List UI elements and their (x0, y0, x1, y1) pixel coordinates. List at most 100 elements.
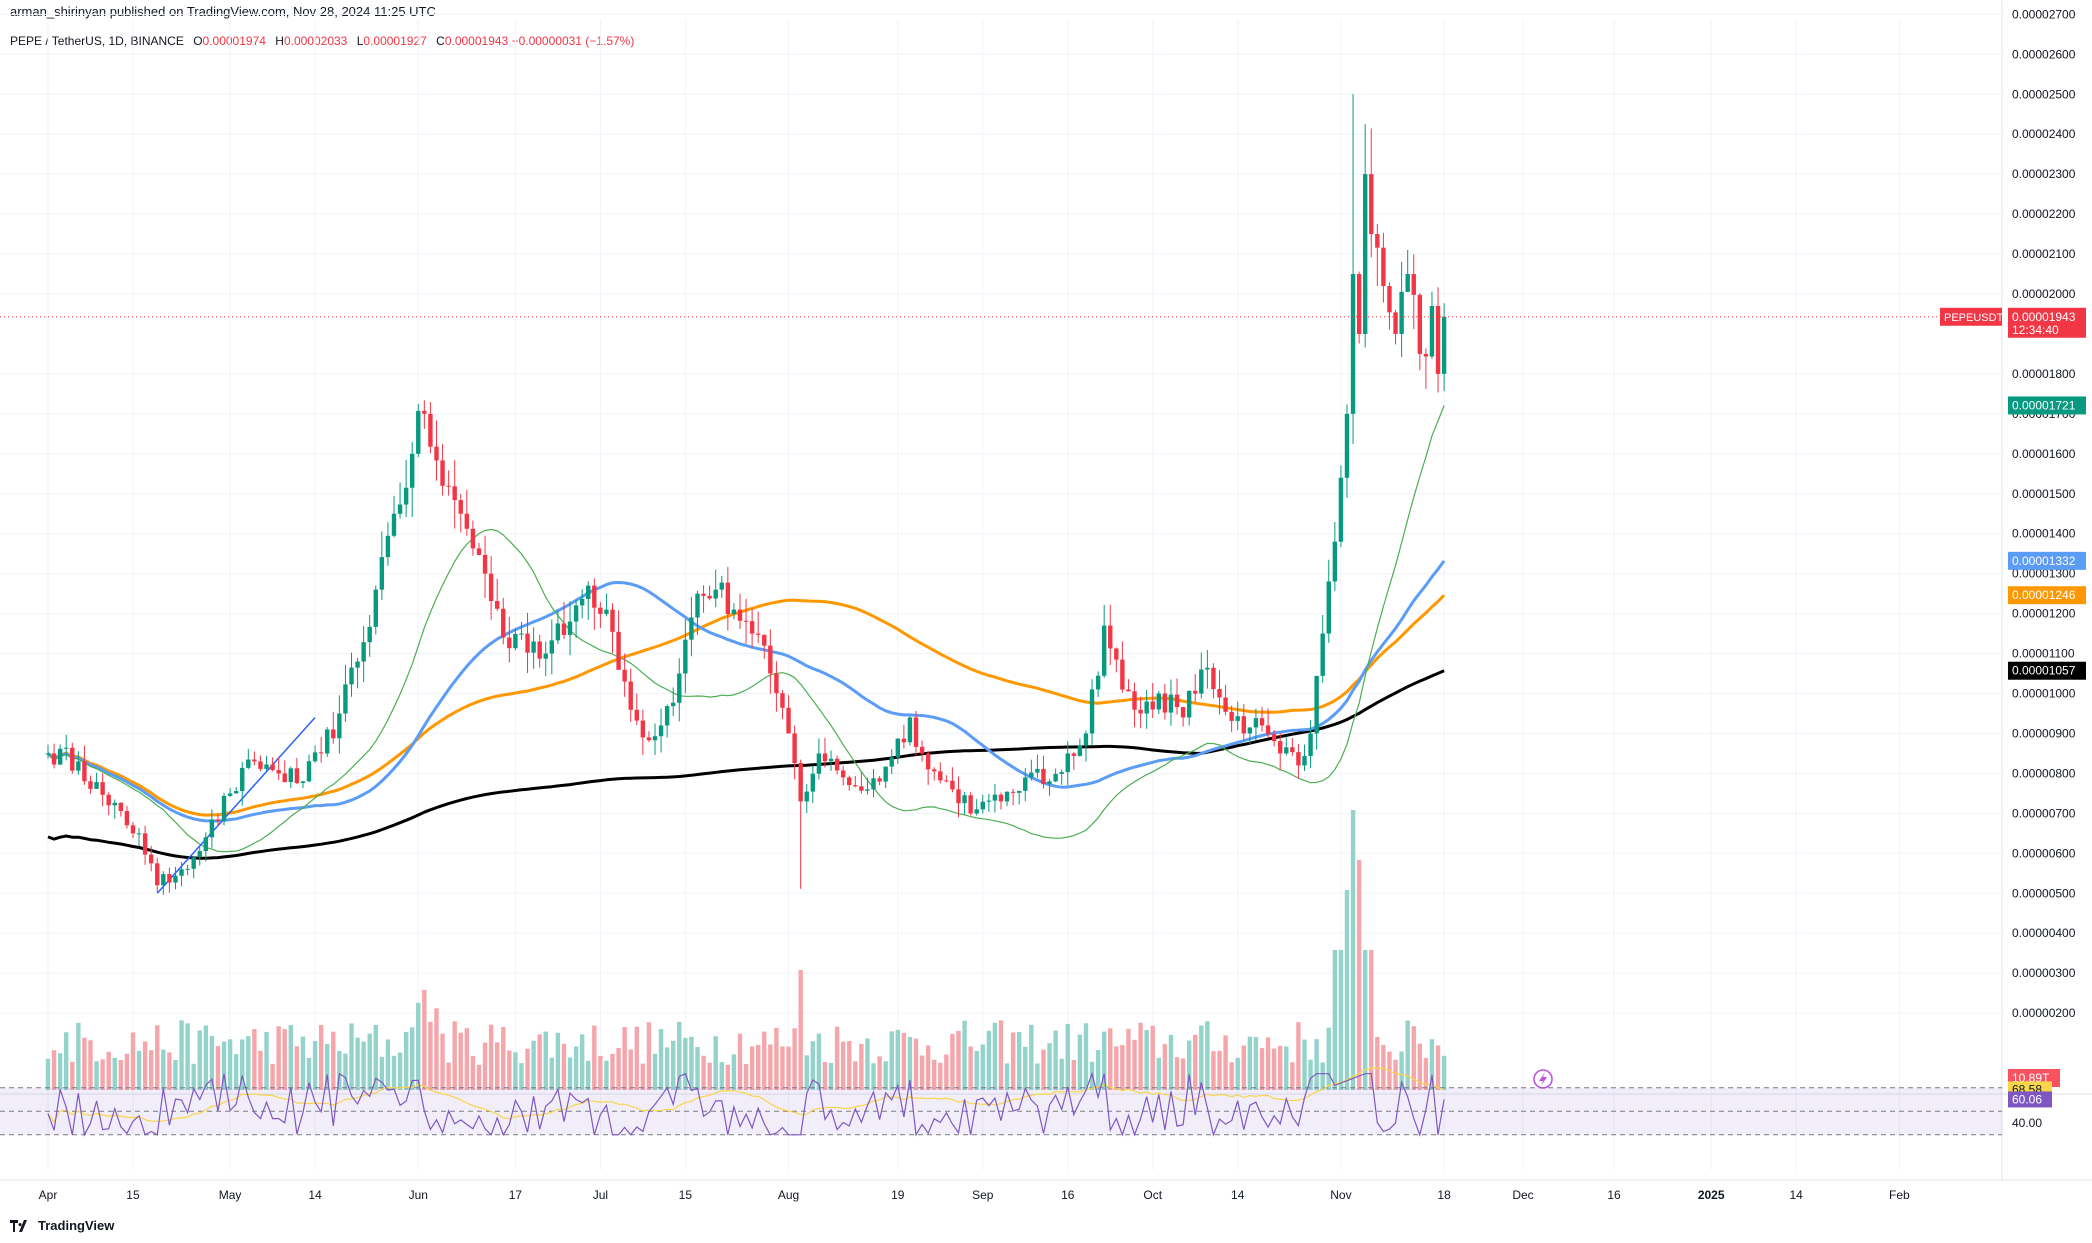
candle-body (853, 785, 858, 787)
volume-bar (513, 1052, 518, 1090)
low-value: 0.00001927 (363, 34, 427, 48)
volume-bar (768, 1044, 773, 1090)
time-tick-label: 2025 (1698, 1188, 1725, 1202)
candle-body (689, 617, 694, 640)
volume-bar (1411, 1026, 1416, 1090)
volume-bar (1223, 1035, 1228, 1090)
volume-bar (203, 1025, 209, 1090)
high-value: 0.00002033 (283, 34, 348, 48)
volume-bar (155, 1025, 160, 1090)
volume-bar (264, 1031, 269, 1090)
candle-body (950, 780, 955, 790)
candle-body (1332, 541, 1338, 582)
candle-body (173, 875, 178, 883)
volume-bar (998, 1020, 1004, 1090)
volume-bar (148, 1050, 154, 1090)
volume-bar (925, 1045, 931, 1090)
volume-bar (367, 1033, 372, 1090)
volume-bar (306, 1057, 312, 1090)
volume-bar (1193, 1034, 1198, 1090)
candle-body (246, 759, 251, 768)
volume-bar (1362, 950, 1368, 1090)
time-tick-label: Aug (778, 1188, 799, 1202)
candle-body (816, 753, 822, 774)
price-tick-label: 0.00001200 (2012, 607, 2076, 621)
candle-body (167, 874, 172, 883)
volume-bar (45, 1058, 51, 1090)
candle-body (106, 794, 111, 806)
candle-body (1350, 274, 1356, 414)
volume-bar (325, 1043, 330, 1090)
volume-bar (737, 1033, 743, 1090)
volume-bar (1023, 1046, 1028, 1090)
candle-body (658, 725, 664, 737)
publisher-info: arman_shirinyan published on TradingView… (10, 4, 436, 19)
volume-bar (1344, 890, 1350, 1090)
volume-bar (519, 1063, 524, 1090)
volume-bar (1144, 1030, 1149, 1090)
candle-body (130, 825, 136, 834)
candle-body (1278, 741, 1283, 754)
volume-bar (1278, 1045, 1283, 1090)
volume-bar (1199, 1025, 1204, 1090)
volume-bar (604, 1060, 609, 1090)
candle-body (100, 782, 105, 795)
ma-value-tag (2008, 586, 2086, 605)
candle-body (191, 857, 196, 869)
candle-body (215, 819, 221, 822)
candle-body (962, 795, 967, 804)
candle-body (1132, 691, 1137, 710)
price-tick-label: 0.00001100 (2012, 647, 2075, 661)
candle-body (1041, 768, 1046, 785)
high-label: H (275, 34, 284, 48)
candle-body (1296, 752, 1301, 766)
volume-bar (725, 1064, 731, 1090)
candle-body (646, 737, 652, 741)
volume-bar (865, 1038, 870, 1090)
volume-bar (476, 1064, 482, 1090)
volume-bar (142, 1041, 148, 1090)
candle-body (1077, 745, 1083, 756)
volume-bar (434, 1008, 439, 1090)
volume-bar (1114, 1046, 1119, 1090)
candle-body (1253, 718, 1259, 728)
ma-value-text: 0.00001057 (2012, 664, 2076, 678)
volume-bar (1156, 1057, 1162, 1090)
time-tick-label: Oct (1143, 1188, 1162, 1202)
volume-bar (1229, 1062, 1234, 1090)
close-value: 0.00001943 (444, 34, 509, 48)
candle-body (731, 609, 737, 615)
volume-bar (671, 1040, 676, 1090)
price-tick-label: 0.00001500 (2012, 487, 2076, 501)
volume-bar (1284, 1046, 1289, 1090)
volume-bar (252, 1028, 257, 1090)
volume-bar (410, 1027, 415, 1090)
candle-body (403, 487, 409, 505)
candle-body (834, 758, 840, 771)
candle-body (701, 593, 706, 596)
volume-bar (1235, 1057, 1240, 1090)
tradingview-branding[interactable]: TradingView (10, 1218, 114, 1233)
volume-bar (458, 1032, 463, 1090)
ma-value-tag (2008, 661, 2086, 680)
price-tick-label: 0.00000600 (2012, 846, 2076, 860)
volume-bar (1004, 1063, 1010, 1090)
candle-body (1314, 675, 1319, 734)
volume-bar (1296, 1022, 1301, 1090)
symbol-name[interactable]: PEPE / TetherUS, 1D, BINANCE (10, 34, 184, 48)
candle-body (798, 763, 803, 802)
volume-bar (883, 1061, 888, 1090)
candle-body (610, 609, 615, 632)
volume-bar (118, 1060, 124, 1090)
volume-bar (701, 1055, 706, 1090)
time-tick-label: 19 (891, 1188, 905, 1202)
volume-bar (586, 1060, 591, 1090)
volume-bar (1320, 1062, 1325, 1090)
trendline (156, 716, 316, 894)
candle-body (592, 585, 597, 608)
candle-body (598, 607, 603, 614)
candle-body (640, 720, 646, 738)
candle-body (695, 593, 700, 618)
candle-body (488, 573, 494, 602)
